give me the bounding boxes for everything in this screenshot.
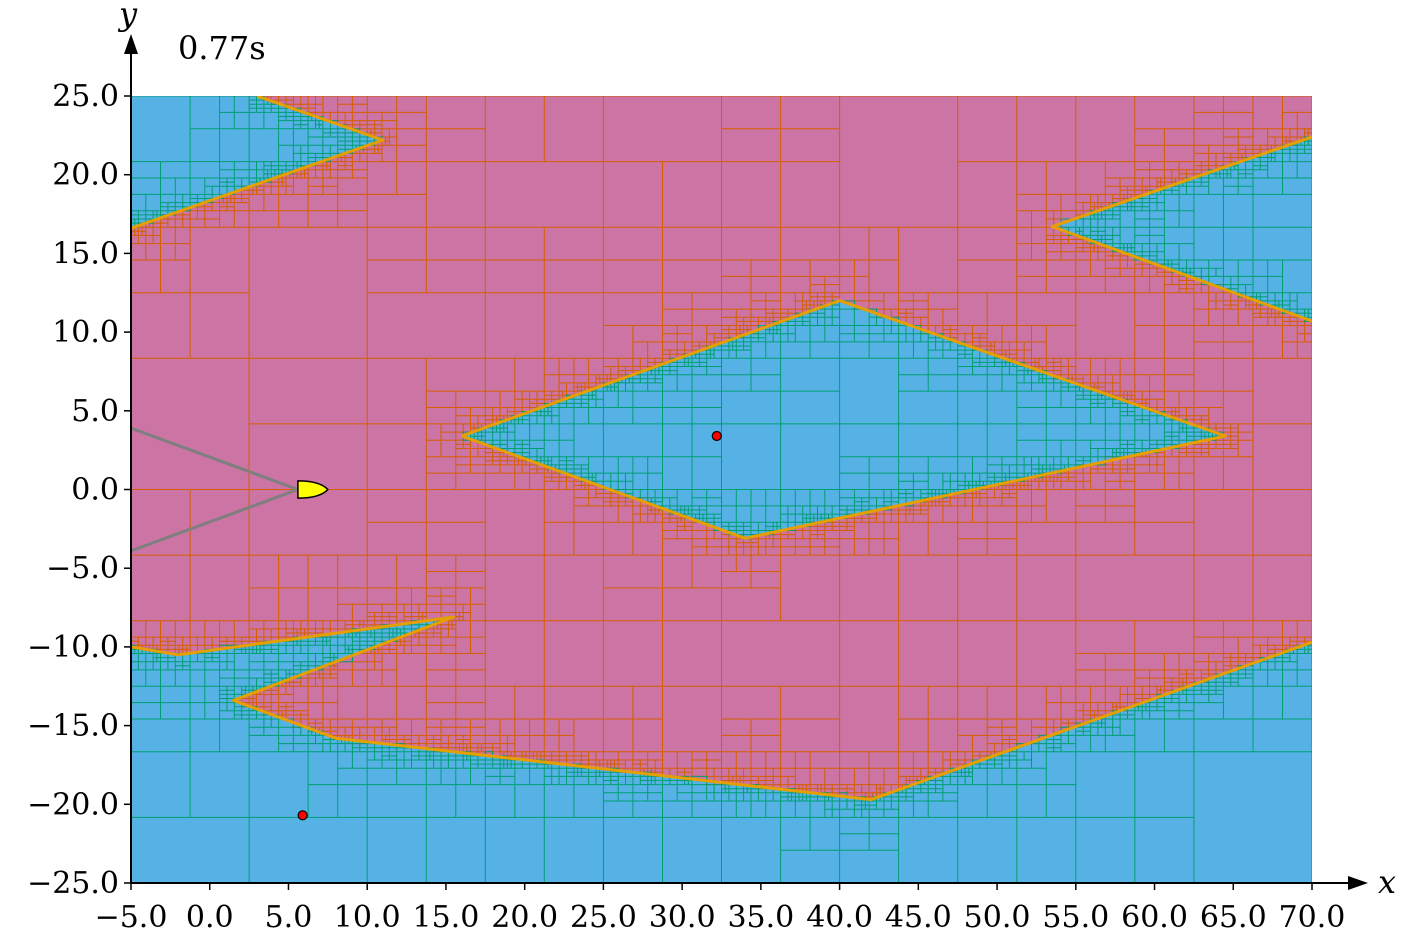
y-tick-label-0: 25.0: [52, 79, 119, 114]
body-and-markers: [130, 426, 722, 821]
x-tick-label-4: 15.0: [413, 900, 480, 935]
x-tick-label-11: 50.0: [964, 900, 1031, 935]
region-right-top-wedge: [1052, 136, 1312, 322]
shock-front-1: [1050, 135, 1312, 323]
x-tick-label-14: 65.0: [1200, 900, 1267, 935]
x-tick-label-3: 10.0: [334, 900, 401, 935]
cone-line-1: [130, 488, 299, 553]
axes: x y −5.0 0.0 5.0 10.0 15.0 20.0 25.0 30.0 35.0 40.0…: [27, 0, 1396, 935]
shock-front-0: [131, 96, 385, 230]
x-axis-label: x: [1378, 863, 1396, 901]
y-tick-label-1: 20.0: [52, 158, 119, 193]
x-tick-label-7: 30.0: [649, 900, 716, 935]
probe-marker-0: [711, 430, 722, 442]
x-tick-label-5: 20.0: [491, 900, 558, 935]
x-tick-label-13: 60.0: [1121, 900, 1188, 935]
x-axis-arrow: [1348, 876, 1368, 890]
y-tick-label-10: −25.0: [27, 866, 119, 901]
y-tick-label-5: 0.0: [71, 473, 119, 508]
probe-marker-1: [297, 810, 308, 821]
shock-fronts: [131, 96, 1312, 802]
shock-front-2: [461, 299, 1227, 540]
projectile-body: [297, 480, 329, 499]
x-tick-label-15: 70.0: [1279, 900, 1346, 935]
shock-front-3: [131, 615, 1312, 802]
y-axis-label: y: [117, 0, 138, 33]
x-tick-label-8: 35.0: [727, 900, 794, 935]
y-tick-label-9: −20.0: [27, 787, 119, 822]
x-tick-label-0: −5.0: [95, 900, 168, 935]
y-tick-label-2: 15.0: [52, 236, 119, 271]
y-tick-label-4: 5.0: [71, 394, 119, 429]
x-tick-label-2: 5.0: [265, 900, 313, 935]
x-tick-label-10: 45.0: [885, 900, 952, 935]
y-tick-label-8: −15.0: [27, 709, 119, 744]
y-tick-label-6: −5.0: [46, 551, 119, 586]
region-center-diamond: [461, 300, 1226, 539]
y-tick-label-3: 10.0: [52, 315, 119, 350]
x-tick-label-12: 55.0: [1042, 900, 1109, 935]
x-tick-label-6: 25.0: [570, 900, 637, 935]
cone-line-0: [130, 426, 299, 491]
x-tick-label-9: 40.0: [806, 900, 873, 935]
y-tick-label-7: −10.0: [27, 630, 119, 665]
x-tick-label-1: 0.0: [186, 900, 234, 935]
y-axis-arrow: [124, 34, 138, 54]
time-label: 0.77s: [178, 29, 266, 67]
